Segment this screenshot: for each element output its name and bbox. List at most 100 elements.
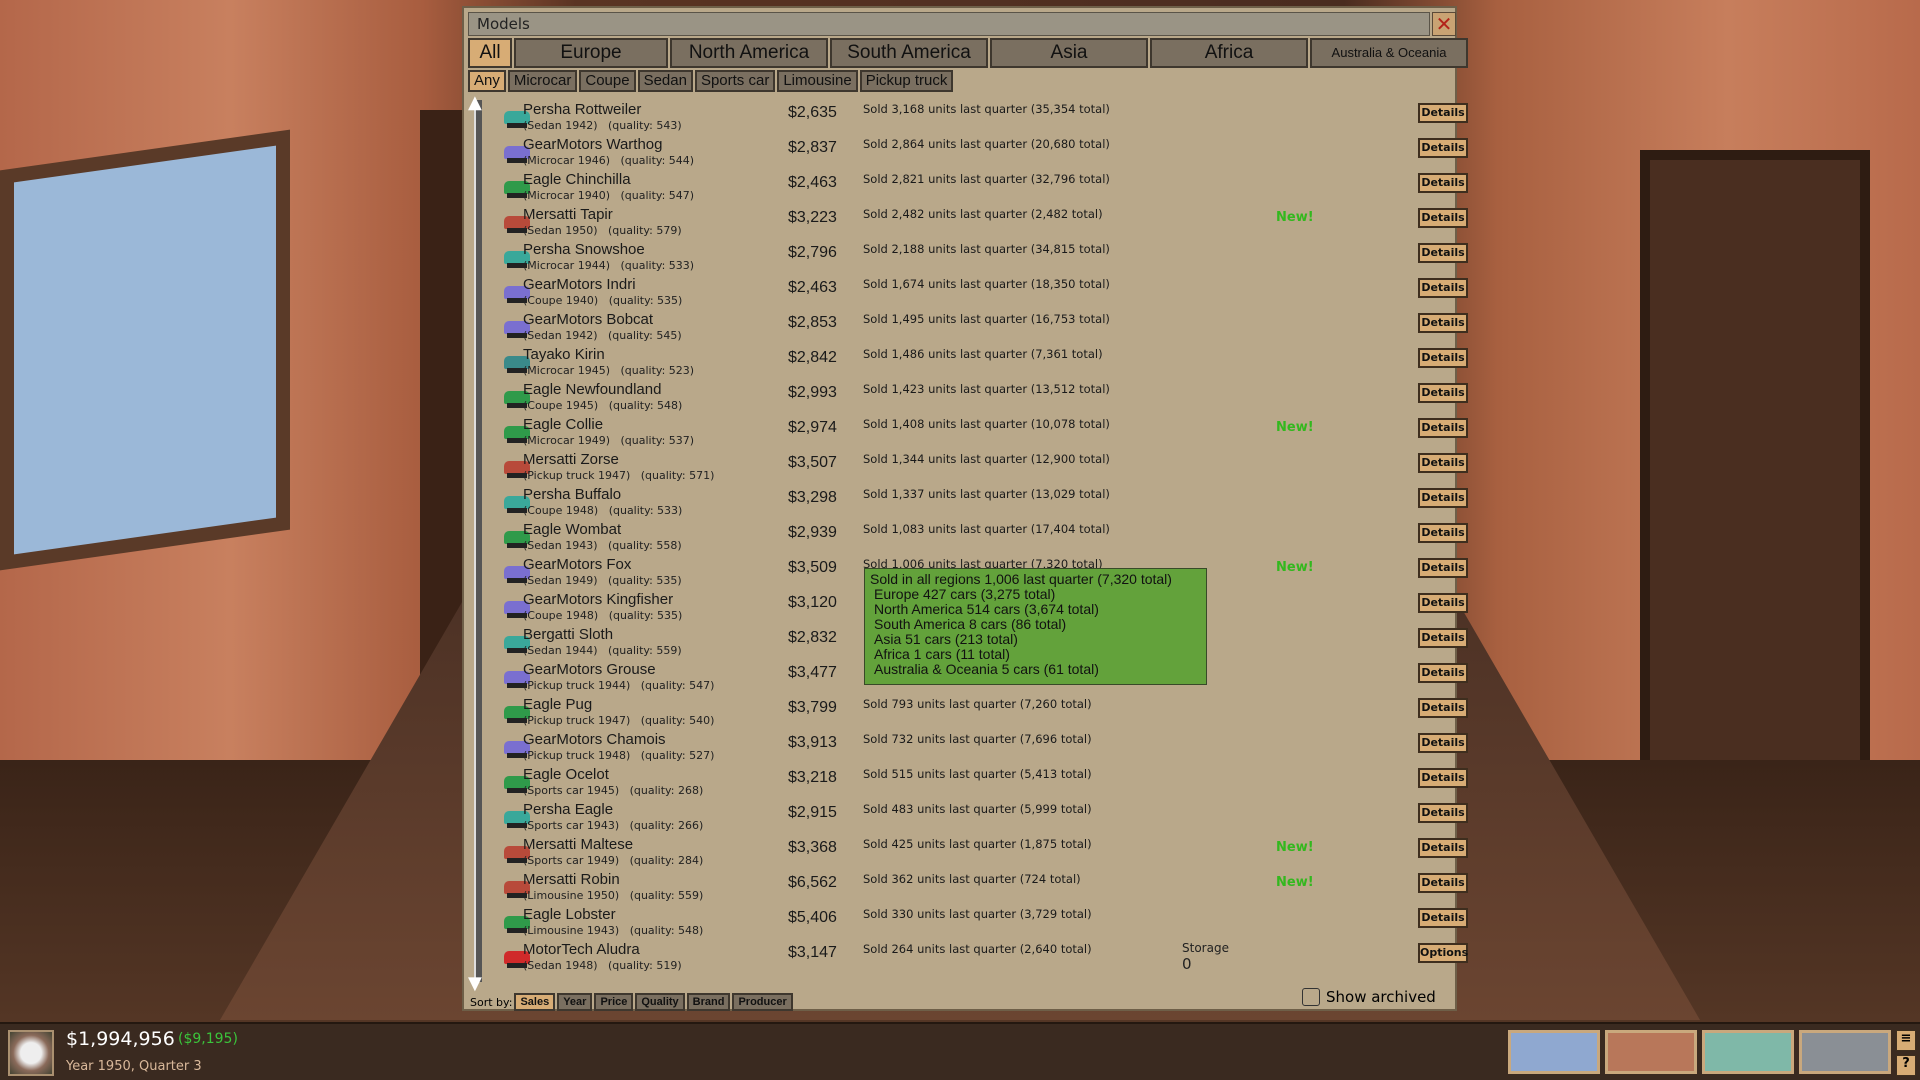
details-button[interactable]: Details bbox=[1418, 803, 1468, 823]
model-name: GearMotors Chamois bbox=[523, 731, 666, 748]
model-row: GearMotors Grouse (Pickup truck 1944) (q… bbox=[488, 661, 1468, 696]
details-button[interactable]: Details bbox=[1418, 768, 1468, 788]
details-button[interactable]: Details bbox=[1418, 698, 1468, 718]
details-button[interactable]: Details bbox=[1418, 488, 1468, 508]
sales-text: Sold 264 units last quarter (2,640 total… bbox=[863, 942, 1092, 956]
region-tab-australia-oceania[interactable]: Australia & Oceania bbox=[1310, 38, 1468, 68]
region-tab-south-america[interactable]: South America bbox=[830, 38, 988, 68]
type-tab-limousine[interactable]: Limousine bbox=[777, 70, 858, 92]
region-tab-all[interactable]: All bbox=[468, 38, 512, 68]
details-button[interactable]: Details bbox=[1418, 558, 1468, 578]
window-title: Models bbox=[468, 12, 1430, 36]
clock-icon[interactable] bbox=[8, 1030, 54, 1076]
details-button[interactable]: Details bbox=[1418, 313, 1468, 333]
world-map-icon[interactable] bbox=[1508, 1030, 1600, 1074]
sort-sales-button[interactable]: Sales bbox=[514, 993, 556, 1011]
car-icon bbox=[504, 496, 530, 513]
type-tab-any[interactable]: Any bbox=[468, 70, 506, 92]
sort-quality-button[interactable]: Quality bbox=[635, 993, 685, 1011]
menu-icon[interactable]: ≡ bbox=[1896, 1030, 1916, 1051]
model-name: GearMotors Fox bbox=[523, 556, 632, 573]
details-button[interactable]: Details bbox=[1418, 453, 1468, 473]
sort-label: Sort by: bbox=[470, 995, 513, 1009]
sales-text: Sold 1,423 units last quarter (13,512 to… bbox=[863, 382, 1110, 396]
help-button[interactable]: ? bbox=[1896, 1055, 1916, 1076]
type-tab-sedan[interactable]: Sedan bbox=[637, 70, 693, 92]
details-button[interactable]: Details bbox=[1418, 908, 1468, 928]
checkbox-icon[interactable] bbox=[1302, 988, 1320, 1006]
car-icon bbox=[504, 251, 530, 268]
car-icon bbox=[504, 916, 530, 933]
scrollbar[interactable] bbox=[474, 100, 482, 982]
scroll-up-icon[interactable]: ▲ bbox=[468, 92, 482, 113]
details-button[interactable]: Details bbox=[1418, 208, 1468, 228]
close-icon[interactable]: ✕ bbox=[1432, 12, 1456, 36]
options-button[interactable]: Options bbox=[1418, 943, 1468, 963]
details-button[interactable]: Details bbox=[1418, 243, 1468, 263]
model-row: Eagle Ocelot (Sports car 1945) (quality:… bbox=[488, 766, 1468, 801]
sort-brand-button[interactable]: Brand bbox=[686, 993, 731, 1011]
model-info: (Sedan 1942) (quality: 545) bbox=[523, 329, 682, 342]
type-tab-microcar[interactable]: Microcar bbox=[507, 70, 578, 92]
sort-year-button[interactable]: Year bbox=[557, 993, 593, 1011]
model-row: Mersatti Maltese (Sports car 1949) (qual… bbox=[488, 836, 1468, 871]
details-button[interactable]: Details bbox=[1418, 628, 1468, 648]
sales-text: Sold 1,486 units last quarter (7,361 tot… bbox=[863, 347, 1103, 361]
type-tab-pickup-truck[interactable]: Pickup truck bbox=[859, 70, 954, 92]
research-lab-icon[interactable] bbox=[1702, 1030, 1794, 1074]
office-icon[interactable] bbox=[1605, 1030, 1697, 1074]
details-button[interactable]: Details bbox=[1418, 138, 1468, 158]
details-button[interactable]: Details bbox=[1418, 838, 1468, 858]
region-tab-north-america[interactable]: North America bbox=[670, 38, 828, 68]
details-button[interactable]: Details bbox=[1418, 663, 1468, 683]
scroll-down-icon[interactable]: ▼ bbox=[468, 973, 482, 994]
details-button[interactable]: Details bbox=[1418, 278, 1468, 298]
model-price: $2,463 bbox=[788, 279, 837, 296]
region-tab-asia[interactable]: Asia bbox=[990, 38, 1148, 68]
region-tab-africa[interactable]: Africa bbox=[1150, 38, 1308, 68]
model-row: GearMotors Bobcat (Sedan 1942) (quality:… bbox=[488, 311, 1468, 346]
details-button[interactable]: Details bbox=[1418, 383, 1468, 403]
model-name: Eagle Newfoundland bbox=[523, 381, 662, 398]
details-button[interactable]: Details bbox=[1418, 593, 1468, 613]
details-button[interactable]: Details bbox=[1418, 173, 1468, 193]
show-archived-checkbox[interactable]: Show archived bbox=[1302, 988, 1436, 1006]
type-tabs: Any Microcar Coupe Sedan Sports car Limousine… bbox=[468, 70, 954, 92]
model-info: (Microcar 1944) (quality: 533) bbox=[523, 259, 695, 272]
money-delta: ($9,195) bbox=[178, 1031, 238, 1047]
sales-text: Sold 1,408 units last quarter (10,078 to… bbox=[863, 417, 1110, 431]
model-price: $2,915 bbox=[788, 804, 837, 821]
model-name: Tayako Kirin bbox=[523, 346, 605, 363]
sales-text: Sold 1,006 units last quarter (7,320 tot… bbox=[863, 557, 1103, 571]
type-tab-coupe[interactable]: Coupe bbox=[579, 70, 636, 92]
sales-text: Sold 1,674 units last quarter (18,350 to… bbox=[863, 277, 1110, 291]
model-price: $3,509 bbox=[788, 559, 837, 576]
model-price: $3,120 bbox=[788, 594, 837, 611]
type-tab-sports-car[interactable]: Sports car bbox=[694, 70, 776, 92]
model-info: (Pickup truck 1948) (quality: 527) bbox=[523, 749, 715, 762]
model-row: GearMotors Fox (Sedan 1949) (quality: 53… bbox=[488, 556, 1468, 591]
tooltip-line: North America 514 cars (3,674 total) bbox=[874, 601, 1099, 617]
details-button[interactable]: Details bbox=[1418, 523, 1468, 543]
details-button[interactable]: Details bbox=[1418, 103, 1468, 123]
new-badge: New! bbox=[1276, 875, 1314, 890]
new-badge: New! bbox=[1276, 840, 1314, 855]
sort-producer-button[interactable]: Producer bbox=[732, 993, 793, 1011]
new-badge: New! bbox=[1276, 210, 1314, 225]
car-icon bbox=[504, 286, 530, 303]
sort-price-button[interactable]: Price bbox=[594, 993, 634, 1011]
details-button[interactable]: Details bbox=[1418, 873, 1468, 893]
details-button[interactable]: Details bbox=[1418, 733, 1468, 753]
storage-value: 0 bbox=[1182, 955, 1192, 973]
sort-bar: Sort by: Sales Year Price Quality Brand Produ… bbox=[470, 993, 793, 1011]
car-icon bbox=[504, 776, 530, 793]
details-button[interactable]: Details bbox=[1418, 348, 1468, 368]
car-icon bbox=[504, 181, 530, 198]
sales-text: Sold 2,821 units last quarter (32,796 to… bbox=[863, 172, 1110, 186]
region-tab-europe[interactable]: Europe bbox=[514, 38, 668, 68]
sales-text: Sold 515 units last quarter (5,413 total… bbox=[863, 767, 1092, 781]
sales-text: Sold 483 units last quarter (5,999 total… bbox=[863, 802, 1092, 816]
model-info: (Limousine 1943) (quality: 548) bbox=[523, 924, 704, 937]
details-button[interactable]: Details bbox=[1418, 418, 1468, 438]
factory-icon[interactable] bbox=[1799, 1030, 1891, 1074]
